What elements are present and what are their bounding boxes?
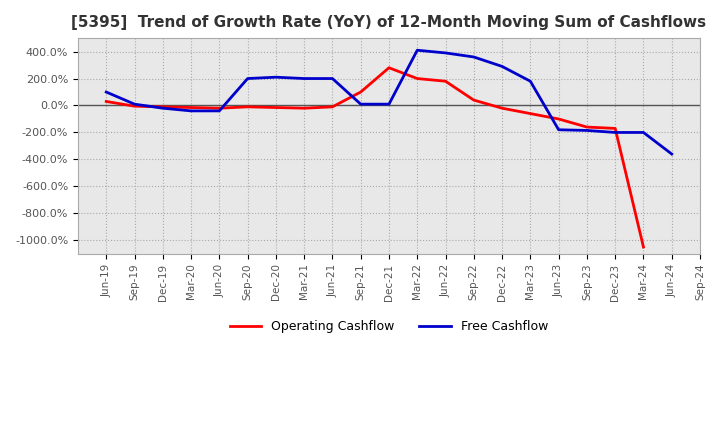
Free Cashflow bbox=[639, 130, 648, 135]
Free Cashflow bbox=[667, 151, 676, 157]
Operating Cashflow bbox=[215, 106, 224, 111]
Operating Cashflow bbox=[271, 105, 280, 110]
Operating Cashflow bbox=[582, 125, 591, 130]
Operating Cashflow bbox=[186, 105, 195, 110]
Free Cashflow bbox=[469, 54, 478, 59]
Operating Cashflow bbox=[130, 103, 139, 109]
Free Cashflow bbox=[300, 76, 308, 81]
Operating Cashflow bbox=[639, 244, 648, 249]
Operating Cashflow bbox=[384, 65, 393, 70]
Free Cashflow bbox=[611, 130, 619, 135]
Free Cashflow bbox=[186, 108, 195, 114]
Free Cashflow bbox=[554, 127, 563, 132]
Free Cashflow bbox=[102, 89, 111, 95]
Title: [5395]  Trend of Growth Rate (YoY) of 12-Month Moving Sum of Cashflows: [5395] Trend of Growth Rate (YoY) of 12-… bbox=[71, 15, 706, 30]
Operating Cashflow bbox=[413, 76, 422, 81]
Operating Cashflow bbox=[356, 89, 365, 95]
Operating Cashflow bbox=[498, 106, 506, 111]
Operating Cashflow bbox=[243, 104, 252, 110]
Operating Cashflow bbox=[300, 106, 308, 111]
Free Cashflow bbox=[582, 128, 591, 133]
Free Cashflow bbox=[243, 76, 252, 81]
Operating Cashflow bbox=[441, 79, 450, 84]
Free Cashflow bbox=[158, 106, 167, 111]
Free Cashflow bbox=[271, 74, 280, 80]
Free Cashflow bbox=[498, 64, 506, 69]
Free Cashflow bbox=[215, 108, 224, 114]
Operating Cashflow bbox=[102, 99, 111, 104]
Operating Cashflow bbox=[611, 126, 619, 131]
Operating Cashflow bbox=[469, 98, 478, 103]
Operating Cashflow bbox=[328, 104, 337, 110]
Free Cashflow bbox=[413, 48, 422, 53]
Free Cashflow bbox=[356, 102, 365, 107]
Line: Operating Cashflow: Operating Cashflow bbox=[107, 68, 644, 247]
Operating Cashflow bbox=[158, 104, 167, 110]
Free Cashflow bbox=[441, 50, 450, 55]
Free Cashflow bbox=[130, 102, 139, 107]
Legend: Operating Cashflow, Free Cashflow: Operating Cashflow, Free Cashflow bbox=[225, 315, 553, 338]
Free Cashflow bbox=[328, 76, 337, 81]
Operating Cashflow bbox=[554, 116, 563, 121]
Line: Free Cashflow: Free Cashflow bbox=[107, 50, 672, 154]
Operating Cashflow bbox=[526, 111, 535, 116]
Free Cashflow bbox=[384, 102, 393, 107]
Free Cashflow bbox=[526, 79, 535, 84]
